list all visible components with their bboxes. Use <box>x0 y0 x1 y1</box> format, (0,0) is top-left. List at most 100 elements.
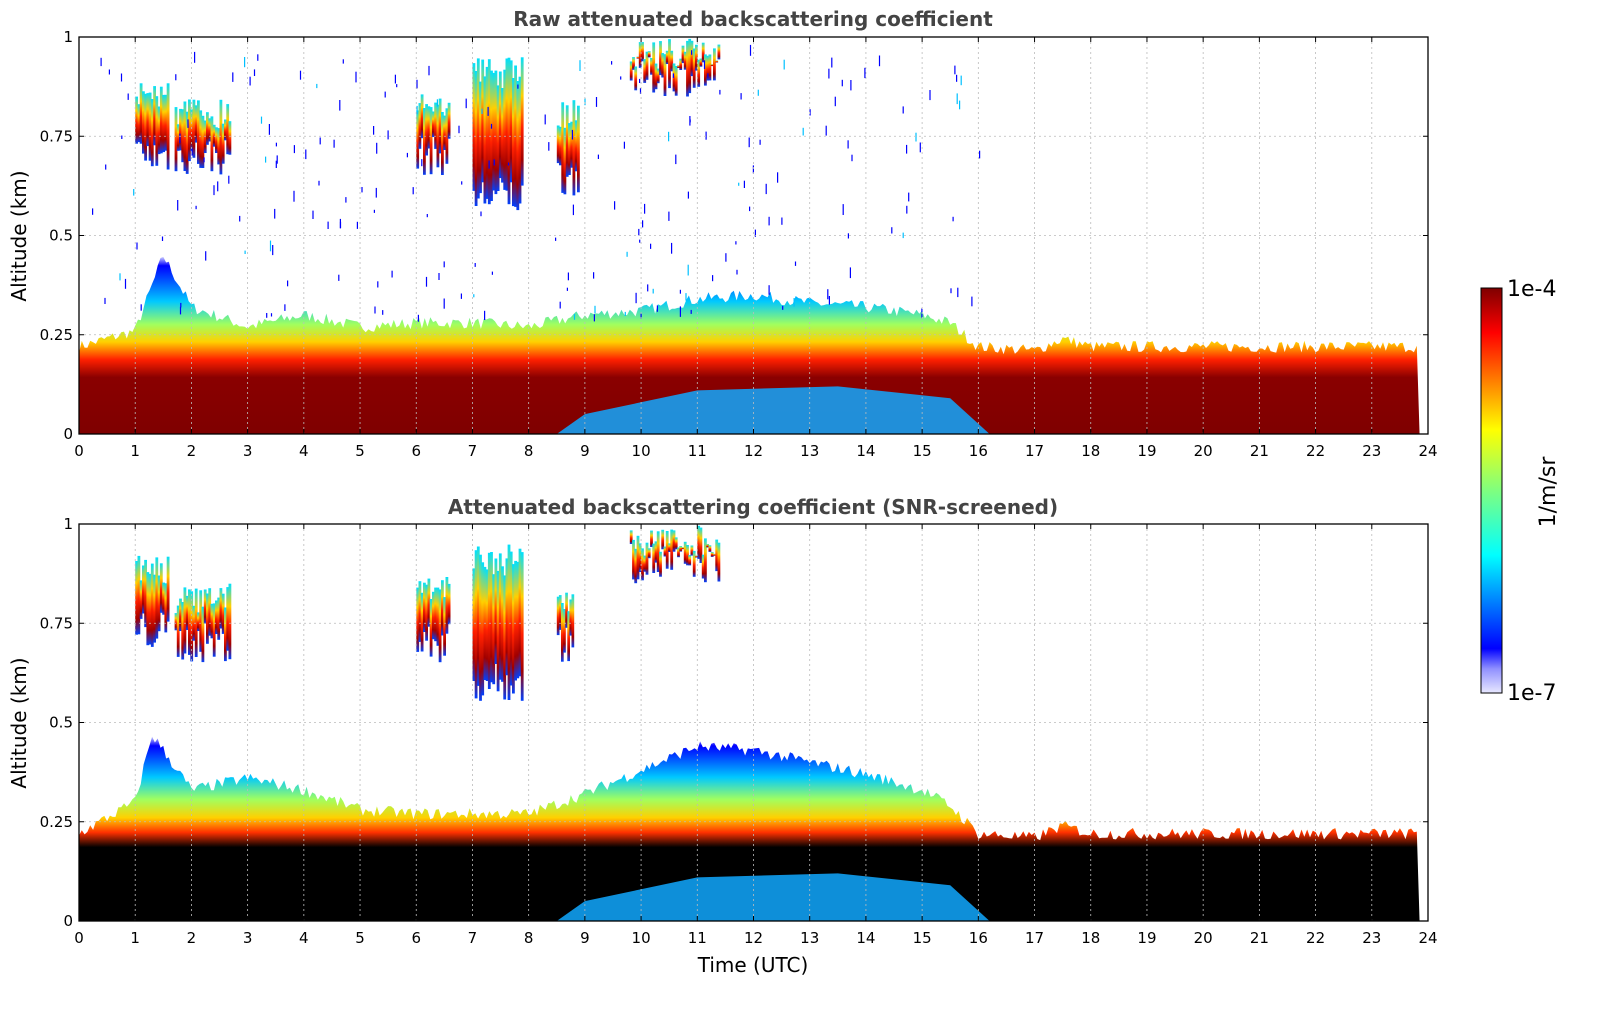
noise-speckle <box>768 216 770 226</box>
noise-speckle <box>828 296 830 305</box>
noise-speckle <box>217 181 219 192</box>
x-tick-label: 15 <box>913 929 932 947</box>
noise-speckle <box>687 264 689 276</box>
cloud-column <box>483 76 487 204</box>
cloud-column <box>490 70 493 201</box>
cloud-column <box>429 107 433 175</box>
cloud-column <box>570 121 574 168</box>
noise-speckle <box>781 217 783 225</box>
noise-speckle <box>689 119 691 123</box>
cloud-column <box>420 94 424 139</box>
cloud-column <box>485 66 489 199</box>
noise-speckle <box>559 301 561 309</box>
cloud-column <box>481 562 485 696</box>
cloud-column <box>153 86 156 146</box>
cloud-column <box>674 537 678 550</box>
raw-x-axis-ticks: 0 1 2 3 4 5 6 7 8 9 10 11 12 13 14 15 16 17 18 19 20 21 22 23 24 <box>74 37 1438 460</box>
cloud-column <box>219 588 223 629</box>
cloud-column <box>663 54 667 96</box>
cloud-column <box>498 553 502 680</box>
cloud-column <box>501 88 504 183</box>
cloud-column <box>142 91 145 154</box>
noise-speckle <box>793 298 795 307</box>
noise-speckle <box>979 150 981 159</box>
cloud-column <box>652 42 656 93</box>
noise-speckle <box>180 302 182 308</box>
cloud-column <box>226 104 230 155</box>
cloud-column <box>139 83 143 144</box>
noise-speckle <box>316 83 318 89</box>
noise-speckle <box>828 68 830 79</box>
noise-speckle <box>299 70 302 80</box>
x-tick-label: 11 <box>688 929 707 947</box>
cloud-column <box>498 71 502 179</box>
cloud-column <box>567 611 570 662</box>
cloud-column <box>686 40 689 97</box>
snr-screened-panel: Attenuated backscattering coefficient (S… <box>7 495 1438 977</box>
x-tick-label: 21 <box>1250 929 1269 947</box>
cloud-column <box>162 582 165 615</box>
cloud-column <box>217 128 221 165</box>
noise-speckle <box>108 69 110 75</box>
cloud-column <box>447 583 451 625</box>
noise-speckle <box>436 99 438 107</box>
noise-speckle <box>712 275 714 282</box>
cloud-column <box>201 115 205 168</box>
noise-speckle <box>428 65 430 76</box>
x-tick-label: 7 <box>468 929 478 947</box>
raw-backscatter-panel: Raw attenuated backscattering coefficien… <box>7 7 1438 460</box>
noise-speckle <box>140 304 142 311</box>
noise-speckle <box>671 242 673 254</box>
cloud-column <box>135 96 138 144</box>
cloud-column <box>425 584 428 641</box>
noise-speckle <box>361 187 363 193</box>
cloud-column <box>505 58 509 191</box>
cloud-column <box>686 545 689 566</box>
cloud-column <box>176 605 180 657</box>
noise-speckle <box>639 88 642 94</box>
cloud-column <box>150 99 154 167</box>
noise-speckle <box>594 305 596 314</box>
cloud-column <box>157 106 161 155</box>
cloud-column <box>679 58 683 70</box>
noise-speckle <box>384 91 386 98</box>
cloud-column <box>190 109 194 151</box>
cloud-column <box>434 102 437 149</box>
x-tick-label: 7 <box>468 442 478 460</box>
cloud-column <box>434 587 437 642</box>
x-axis-label: Time (UTC) <box>697 953 809 977</box>
noise-speckle <box>635 292 637 304</box>
x-tick-label: 2 <box>187 442 197 460</box>
noise-speckle <box>484 310 486 320</box>
cloud-column <box>215 127 218 153</box>
cloud-column <box>221 123 225 164</box>
noise-speckle <box>957 287 959 298</box>
noise-speckle <box>919 142 921 153</box>
noise-speckle <box>327 221 329 229</box>
noise-speckle <box>668 131 670 142</box>
noise-speckle <box>272 245 274 256</box>
cloud-column <box>492 574 496 685</box>
noise-speckle <box>707 73 709 79</box>
cloud-column <box>445 108 449 164</box>
near-ground-weak-signal <box>556 873 990 921</box>
cloud-column <box>556 125 560 164</box>
noise-speckle <box>460 293 462 299</box>
noise-speckle <box>743 180 745 188</box>
y-tick-label: 0.5 <box>49 227 73 245</box>
noise-speckle <box>593 314 595 322</box>
cloud-column <box>704 54 707 86</box>
noise-speckle <box>735 241 737 245</box>
cloud-column <box>571 594 575 648</box>
cloud-column <box>219 99 223 175</box>
colorbar-max-label: 1e-4 <box>1507 277 1556 302</box>
noise-speckle <box>260 116 263 124</box>
cloud-column <box>643 59 647 83</box>
noise-speckle <box>374 306 376 314</box>
noise-speckle <box>571 129 573 140</box>
cloud-column <box>494 70 498 195</box>
noise-speckle <box>749 44 752 56</box>
noise-speckle <box>850 80 852 91</box>
snr-x-axis-ticks: 0 1 2 3 4 5 6 7 8 9 10 11 12 13 14 15 16 17 18 19 20 21 22 23 24 <box>74 524 1438 947</box>
noise-speckle <box>656 305 658 312</box>
